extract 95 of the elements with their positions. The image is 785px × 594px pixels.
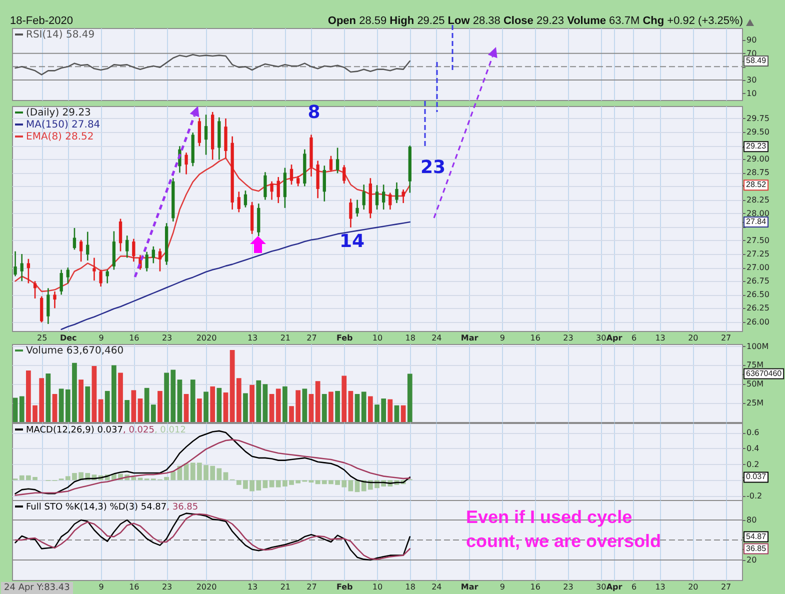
x-tick-label: 27 (720, 582, 732, 592)
bar (328, 392, 334, 422)
bar (250, 384, 254, 422)
y-tick-label: 0.4 (746, 444, 760, 453)
text: 24 Apr Y:83.43 (1, 582, 73, 594)
x-tick-label: 27 (306, 582, 317, 592)
bar (407, 374, 412, 422)
bar (368, 396, 373, 422)
bar (388, 399, 393, 422)
bar (348, 390, 354, 422)
bar (124, 400, 130, 422)
bar (52, 394, 58, 422)
x-tick-label: 30 (596, 582, 606, 592)
bar (46, 374, 51, 422)
legend-label: MACD(12,26,9) 0.037 (26, 426, 123, 436)
bar (308, 394, 314, 422)
text: , 0.012 (154, 426, 186, 436)
bar (98, 399, 104, 422)
bar (158, 390, 162, 422)
y-tick-label: 75M (746, 360, 764, 370)
y-tick-label: 25M (746, 398, 764, 408)
x-tick-label: 16 (530, 582, 540, 592)
bar (256, 380, 262, 422)
bar (315, 381, 320, 422)
y-tick-label: 0.037 (746, 472, 767, 482)
bar (85, 386, 90, 422)
bar (210, 386, 216, 422)
bar (204, 392, 208, 422)
y-tick-label: 63670460 (746, 368, 782, 378)
bar (315, 480, 320, 484)
y-tick-label: 36.85 (746, 544, 767, 553)
x-tick-label: 21 (280, 582, 291, 592)
bar (118, 372, 123, 422)
x-tick-label: 20 (688, 582, 698, 592)
y-tick-label: 80 (746, 516, 757, 524)
bar (243, 393, 248, 422)
bar (342, 376, 347, 422)
legend-label: Full STO %K(14,3) %D(3) 54.87 (26, 502, 167, 512)
annotation: Even if I used cycle count, we are oversold (466, 506, 662, 551)
x-tick-label: 13 (247, 582, 258, 592)
x-tick-label: 6 (631, 582, 637, 592)
x-tick-label: 9 (98, 582, 104, 592)
bar (394, 405, 400, 422)
x-tick-label: 13 (655, 582, 666, 592)
bar (308, 480, 314, 483)
y-tick-label: 0.2 (746, 460, 760, 469)
bar (354, 394, 360, 422)
x-tick-label: 16 (129, 582, 140, 592)
y-tick-label: 100M (746, 342, 769, 351)
bar (223, 472, 228, 480)
bar (78, 380, 84, 422)
x-tick-label: 24 (432, 582, 442, 592)
text: , 0.025 (122, 426, 154, 436)
y-tick-label: -0.2 (746, 492, 762, 501)
y-tick-label: 54.87 (746, 532, 767, 541)
bar (302, 388, 308, 422)
bar (269, 480, 274, 488)
bar (262, 480, 268, 488)
bar (184, 394, 189, 422)
bar (19, 396, 24, 422)
y-tick-label: 20 (746, 556, 757, 564)
x-tick-label: Feb (336, 582, 354, 592)
bar (197, 398, 202, 422)
x-tick-label: 18 (405, 582, 416, 592)
x-tick-label: Mar (460, 582, 478, 592)
bar (223, 392, 228, 422)
bar (177, 380, 182, 422)
bar (400, 405, 406, 422)
bar (335, 390, 340, 422)
bar (236, 378, 242, 422)
bar (348, 480, 354, 492)
x-tick-label: 23 (563, 582, 574, 592)
bar (269, 394, 274, 422)
y-tick-label: 0.6 (746, 428, 760, 438)
bar (216, 388, 222, 422)
y-tick-label: 50M (746, 380, 764, 389)
x-tick-label: 10 (372, 582, 383, 592)
bar (92, 366, 97, 422)
bar (190, 380, 196, 422)
x-tick-label: 2020 (196, 582, 217, 592)
bar (12, 398, 18, 422)
bar (276, 388, 281, 422)
bar (361, 392, 366, 422)
bar (282, 386, 288, 422)
bar (131, 390, 136, 422)
x-tick-label: 23 (162, 582, 172, 592)
x-tick-label: 9 (500, 582, 505, 592)
legend-label: Volume 63,670,460 (26, 346, 124, 356)
bar (262, 384, 268, 422)
bar (322, 394, 327, 422)
x-tick-label: Apr (606, 582, 622, 592)
bar (230, 350, 235, 422)
series-label: , 36.85 (166, 502, 198, 512)
line-series (14, 439, 411, 496)
bar (138, 398, 143, 422)
